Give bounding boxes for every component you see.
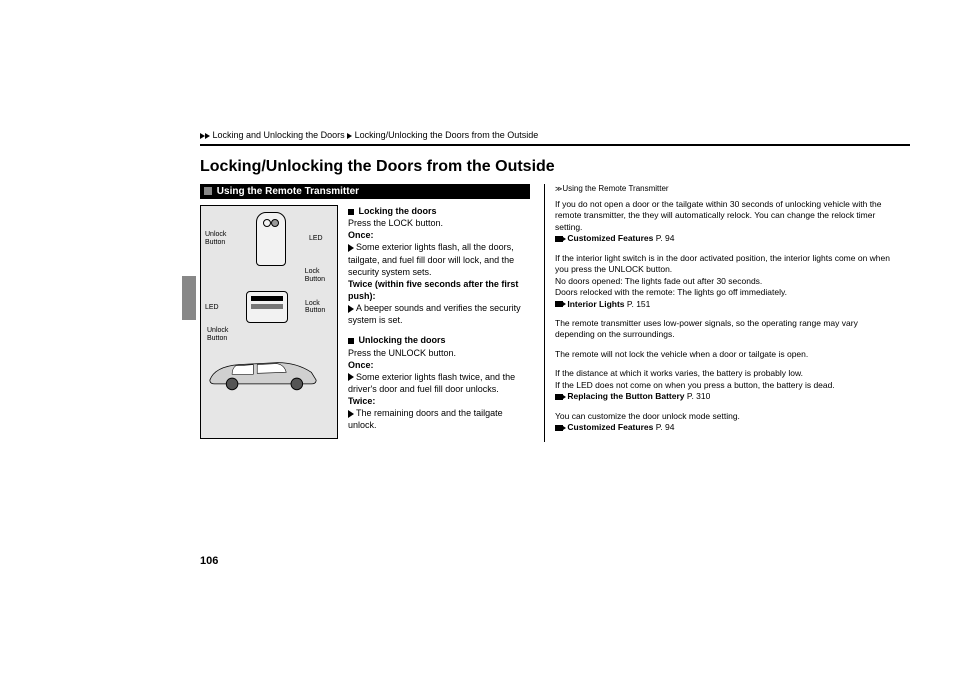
diagram-label-lock: Lock Button xyxy=(305,300,333,315)
note-text: Doors relocked with the remote: The ligh… xyxy=(555,287,787,297)
unlock-heading: Unlocking the doors xyxy=(359,335,446,345)
diagram-label-unlock: Unlock Button xyxy=(207,327,333,342)
link-label: Replacing the Button Battery xyxy=(567,391,684,401)
unlock-twice-text: The remaining doors and the tailgate unl… xyxy=(348,408,503,430)
link-page: P. 94 xyxy=(656,233,675,243)
twice-heading: Twice (within five seconds after the fir… xyxy=(348,279,518,301)
link-page: P. 151 xyxy=(627,299,650,309)
unlock-press: Press the UNLOCK button. xyxy=(348,348,456,358)
page-number: 106 xyxy=(200,555,218,567)
subheading: Using the Remote Transmitter xyxy=(200,184,530,199)
subheading-text: Using the Remote Transmitter xyxy=(217,186,359,197)
link-icon xyxy=(555,236,563,242)
divider xyxy=(200,144,910,146)
breadcrumb: Locking and Unlocking the Doors Locking/… xyxy=(200,130,910,140)
square-icon xyxy=(204,187,212,195)
breadcrumb-arrow-icon xyxy=(347,133,352,139)
link-page: P. 94 xyxy=(656,422,675,432)
lock-press: Press the LOCK button. xyxy=(348,218,443,228)
remote-icon xyxy=(246,291,288,323)
notes-heading: ≫Using the Remote Transmitter xyxy=(555,184,895,195)
unlock-once-text: Some exterior lights flash twice, and th… xyxy=(348,372,515,394)
link-label: Customized Features xyxy=(567,422,653,432)
lock-twice-text: A beeper sounds and verifies the securit… xyxy=(348,303,521,325)
main-column: Using the Remote Transmitter Unlock Butt… xyxy=(200,184,530,442)
instruction-text: Locking the doors Press the LOCK button.… xyxy=(348,205,530,440)
notes-column: ≫Using the Remote Transmitter If you do … xyxy=(544,184,895,442)
square-bullet-icon xyxy=(348,209,354,215)
triangle-bullet-icon xyxy=(348,373,354,381)
link-icon xyxy=(555,394,563,400)
diagram-label-unlock: Unlock Button xyxy=(205,231,233,246)
remote-icon xyxy=(256,212,286,266)
diagram-label-led: LED xyxy=(205,304,229,312)
once-label: Once: xyxy=(348,360,374,370)
square-bullet-icon xyxy=(348,338,354,344)
section-tab xyxy=(182,276,196,320)
diagram-label-lock: Lock Button xyxy=(305,268,325,283)
note-text: If the LED does not come on when you pre… xyxy=(555,380,835,390)
link-icon xyxy=(555,425,563,431)
note-text: The remote transmitter uses low-power si… xyxy=(555,318,895,341)
note-text: If the interior light switch is in the d… xyxy=(555,253,890,274)
breadcrumb-seg: Locking/Unlocking the Doors from the Out… xyxy=(355,130,539,140)
breadcrumb-arrow-icon xyxy=(205,133,210,139)
note-text: You can customize the door unlock mode s… xyxy=(555,411,740,421)
triangle-bullet-icon xyxy=(348,305,354,313)
triangle-bullet-icon xyxy=(348,244,354,252)
notes-heading-text: Using the Remote Transmitter xyxy=(562,184,668,193)
page-title: Locking/Unlocking the Doors from the Out… xyxy=(200,158,910,176)
link-page: P. 310 xyxy=(687,391,710,401)
once-label: Once: xyxy=(348,230,374,240)
twice-label: Twice: xyxy=(348,396,375,406)
link-label: Customized Features xyxy=(567,233,653,243)
link-icon xyxy=(555,301,563,307)
triangle-bullet-icon xyxy=(348,410,354,418)
lock-once-text: Some exterior lights flash, all the door… xyxy=(348,242,514,276)
note-text: If you do not open a door or the tailgat… xyxy=(555,199,882,232)
note-text: No doors opened: The lights fade out aft… xyxy=(555,276,762,286)
link-label: Interior Lights xyxy=(567,299,624,309)
lock-heading: Locking the doors xyxy=(359,206,437,216)
breadcrumb-seg: Locking and Unlocking the Doors xyxy=(213,130,345,140)
remote-diagram: Unlock Button LED Lock Button LED Lock B… xyxy=(200,205,338,439)
page-content: Locking and Unlocking the Doors Locking/… xyxy=(200,130,910,442)
note-text: If the distance at which it works varies… xyxy=(555,368,803,378)
car-icon xyxy=(205,353,321,392)
diagram-label-led: LED xyxy=(309,235,333,243)
note-text: The remote will not lock the vehicle whe… xyxy=(555,349,895,360)
